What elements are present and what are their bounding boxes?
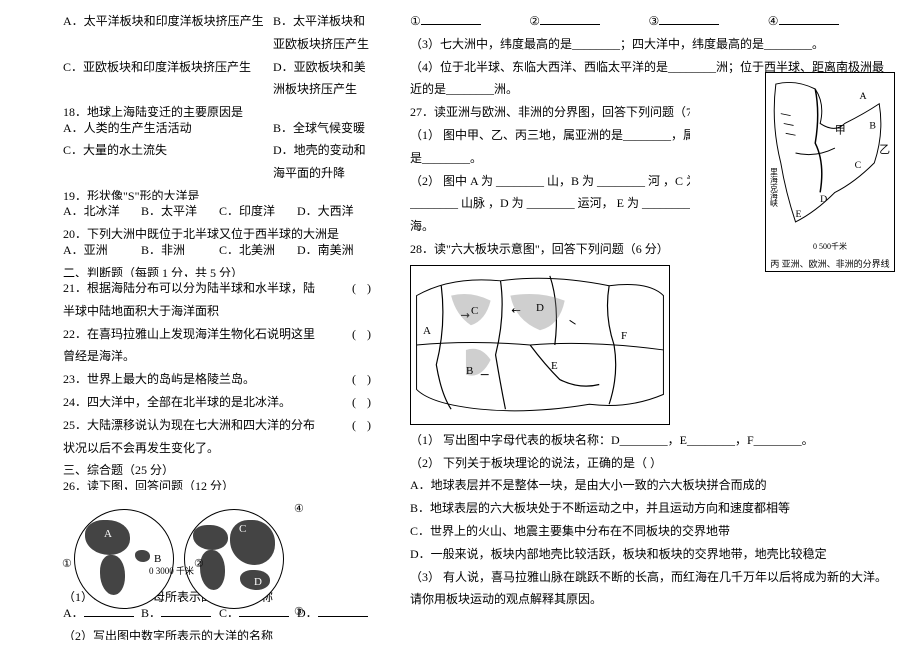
q25: 25．大陆漂移说认为现在七大洲和四大洋的分布状况以后不会再发生变化了。 ( )	[63, 414, 375, 460]
plate-b: B	[466, 361, 473, 382]
q20-stem: 20．下列大洲中既位于北半球又位于西半球的大洲是	[63, 223, 375, 238]
q26-1-d: D．	[297, 602, 375, 625]
q18-opt-d: D．地壳的变动和海平面的升降	[273, 139, 375, 185]
q26-2: （2）写出图中数字所表示的大洋的名称	[63, 625, 375, 640]
q18-opt-a: A．人类的生产生活活动	[63, 117, 273, 140]
q26-3: （3）七大洲中，纬度最高的是________；四大洋中，纬度最高的是______…	[410, 33, 887, 56]
q24-text: 24．四大洋中，全部在北半球的是北冰洋。	[63, 391, 325, 414]
q28-3a: （3） 有人说，喜马拉雅山脉在跳跃不断的长高，而红海在几千万年以后将成为新的大洋…	[410, 566, 887, 589]
svg-text:E: E	[796, 209, 802, 220]
q19-opt-b: B．太平洋	[141, 200, 219, 223]
q26-2-blanks: ① ② ③ ④	[410, 10, 887, 33]
q22: 22．在喜玛拉雅山上发现海洋生物化石说明这里曾经是海洋。 ( )	[63, 323, 375, 369]
q25-text: 25．大陆漂移说认为现在七大洲和四大洋的分布状况以后不会再发生变化了。	[63, 414, 325, 460]
plates-map-icon	[411, 266, 669, 424]
fig-scale: 0 3000 千米	[149, 563, 194, 580]
q19-opts: A．北冰洋 B．太平洋 C．印度洋 D．大西洋	[63, 200, 375, 223]
svg-text:乙: 乙	[879, 143, 890, 156]
q27-2b: ________ 山脉 ，D 为 ________ 运河， E 为 ______…	[410, 192, 690, 215]
plate-f: F	[621, 326, 627, 347]
q25-paren: ( )	[325, 414, 375, 460]
plate-e: E	[551, 356, 558, 377]
boundary-map-icon: A B C D E 甲 乙 里海克海峡	[766, 73, 894, 233]
q21-paren: ( )	[325, 277, 375, 323]
q27-stem: 27．读亚洲与欧洲、非洲的分界图，回答下列问题（7 分）	[410, 101, 690, 124]
q19-opt-a: A．北冰洋	[63, 200, 141, 223]
left-column: A．太平洋板块和印度洋板块挤压产生 B．太平洋板块和亚欧板块挤压产生 C．亚欧板…	[55, 10, 395, 640]
q17-opt-d: D．亚欧板块和美洲板块挤压产生	[273, 56, 375, 102]
q24-paren: ( )	[325, 391, 375, 414]
q28-opts: A．地球表层并不是整体一块，是由大小一致的六大板块拼合而成的 B．地球表层的六大…	[410, 474, 887, 565]
svg-text:C: C	[855, 160, 862, 171]
fig-label-1: ①	[62, 554, 72, 575]
q28-opt-b: B．地球表层的六大板块处于不断运动之中，并且运动方向和速度都相等	[410, 497, 887, 520]
section-3-header: 三、综合题（25 分）	[63, 459, 375, 474]
q26-2-n3: ③	[648, 10, 767, 33]
q26-2-n2: ②	[529, 10, 648, 33]
svg-text:里海克海峡: 里海克海峡	[769, 168, 778, 208]
q20-opt-b: B．非洲	[141, 239, 219, 262]
q17-row2: C．亚欧板块和印度洋板块挤压产生 D．亚欧板块和美洲板块挤压产生	[63, 56, 375, 102]
q27-2a: （2） 图中 A 为 ________ 山，B 为 ________ 河 ，C …	[410, 170, 690, 193]
q26-stem: 26．读下图，回答问题（12 分）	[63, 475, 375, 490]
q21: 21．根据海陆分布可以分为陆半球和水半球，陆半球中陆地面积大于海洋面积 ( )	[63, 277, 375, 323]
q23-text: 23．世界上最大的岛屿是格陵兰岛。	[63, 368, 325, 391]
q22-text: 22．在喜玛拉雅山上发现海洋生物化石说明这里曾经是海洋。	[63, 323, 325, 369]
q19-opt-d: D．大西洋	[297, 200, 375, 223]
fig-label-a: A	[104, 524, 112, 545]
fig-label-3: ③	[294, 602, 304, 623]
plate-a: A	[423, 321, 431, 342]
fig-label-d: D	[254, 572, 262, 593]
q20-opts: A．亚洲 B．非洲 C．北美洲 D．南美洲	[63, 239, 375, 262]
q19-opt-c: C．印度洋	[219, 200, 297, 223]
q19-stem: 19．形状像"S"形的大洋是	[63, 185, 375, 200]
q27-2c: 海。	[410, 215, 690, 238]
q23-paren: ( )	[325, 368, 375, 391]
q28-opt-a: A．地球表层并不是整体一块，是由大小一致的六大板块拼合而成的	[410, 474, 887, 497]
q28-opt-c: C．世界上的火山、地震主要集中分布在不同板块的交界地带	[410, 520, 887, 543]
q17-opt-c: C．亚欧板块和印度洋板块挤压产生	[63, 56, 273, 102]
q23: 23．世界上最大的岛屿是格陵兰岛。 ( )	[63, 368, 375, 391]
plate-c: C	[471, 301, 478, 322]
q26-2-n1: ①	[410, 10, 529, 33]
q24: 24．四大洋中，全部在北半球的是北冰洋。 ( )	[63, 391, 375, 414]
q28-1: （1） 写出图中字母代表的板块名称：D________，E________，F_…	[410, 429, 887, 452]
q18-row2: C．大量的水土流失 D．地壳的变动和海平面的升降	[63, 139, 375, 185]
section-2-header: 二、判断题（每题 1 分，共 5 分）	[63, 262, 375, 277]
q18-opt-b: B．全球气候变暖	[273, 117, 375, 140]
q22-paren: ( )	[325, 323, 375, 369]
plate-d: D	[536, 298, 544, 319]
q17-opt-a: A．太平洋板块和印度洋板块挤压产生	[63, 10, 273, 56]
q27-wrap: 27．读亚洲与欧洲、非洲的分界图，回答下列问题（7 分） （1） 图中甲、乙、丙…	[410, 101, 690, 238]
q28-2: （2） 下列关于板块理论的说法，正确的是（ ）	[410, 452, 887, 475]
q28-opt-d: D．一般来说，板块内部地壳比较活跃，板块和板块的交界地带，地壳比较稳定	[410, 543, 887, 566]
boundary-map: A B C D E 甲 乙 里海克海峡 0 500千米 丙 亚洲、欧洲、非洲的分…	[765, 72, 895, 272]
q17-row1: A．太平洋板块和印度洋板块挤压产生 B．太平洋板块和亚欧板块挤压产生	[63, 10, 375, 56]
q27-1a: （1） 图中甲、乙、丙三地，属亚洲的是________，属非洲的	[410, 124, 690, 147]
fig-label-2: ②	[194, 554, 204, 575]
hemispheres-figure: A B C D ① ② ③ ④ 0 3000 千米	[59, 494, 319, 582]
q28-3b: 请你用板块运动的观点解释其原因。	[410, 588, 887, 611]
q18-opt-c: C．大量的水土流失	[63, 139, 273, 185]
svg-text:甲: 甲	[835, 124, 846, 136]
plates-figure: A B C D E F	[410, 265, 670, 425]
svg-text:D: D	[820, 194, 827, 205]
q20-opt-a: A．亚洲	[63, 239, 141, 262]
q26-2-n4: ④	[768, 10, 887, 33]
fig-label-4: ④	[294, 499, 304, 520]
q20-opt-c: C．北美洲	[219, 239, 297, 262]
q26-1-b: B．	[141, 602, 219, 625]
q27-1b: 是________。	[410, 147, 690, 170]
q20-opt-d: D．南美洲	[297, 239, 375, 262]
map-caption: 丙 亚洲、欧洲、非洲的分界线	[766, 254, 894, 273]
q18-stem: 18．地球上海陆变迁的主要原因是	[63, 101, 375, 116]
svg-text:A: A	[860, 91, 868, 102]
map-scale: 0 500千米	[766, 239, 894, 254]
right-column: ① ② ③ ④ （3）七大洲中，纬度最高的是________；四大洋中，纬度最高…	[395, 10, 895, 640]
q17-opt-b: B．太平洋板块和亚欧板块挤压产生	[273, 10, 375, 56]
q21-text: 21．根据海陆分布可以分为陆半球和水半球，陆半球中陆地面积大于海洋面积	[63, 277, 325, 323]
q18-row1: A．人类的生产生活活动 B．全球气候变暖	[63, 117, 375, 140]
svg-text:B: B	[869, 120, 876, 131]
fig-label-c: C	[239, 519, 246, 540]
